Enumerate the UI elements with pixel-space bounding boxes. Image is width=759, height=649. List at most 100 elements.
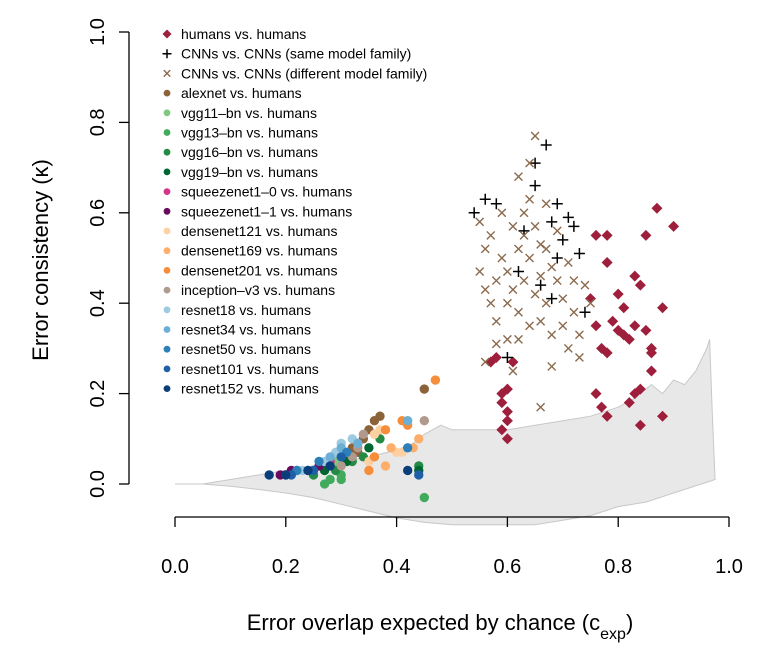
data-point-plus [535, 279, 547, 291]
data-point-diamond [645, 347, 657, 359]
data-point-circle [336, 452, 346, 462]
legend-label: inception–v3 vs. humans [181, 282, 335, 298]
legend-label: resnet50 vs. humans [181, 341, 311, 357]
legend-label: resnet101 vs. humans [181, 361, 319, 377]
data-point-cross [491, 339, 501, 349]
data-point-cross [508, 285, 518, 295]
data-point-cross [480, 244, 490, 254]
data-point-circle [430, 375, 441, 385]
legend-label: CNNs vs. CNNs (different model family) [181, 65, 427, 81]
x-tick-label: 1.0 [715, 556, 743, 578]
data-point-diamond [607, 315, 619, 327]
data-point-cross [563, 343, 573, 353]
legend-label: densenet201 vs. humans [181, 262, 337, 278]
data-point-cross [508, 221, 518, 231]
data-point-plus [546, 293, 558, 305]
data-point-cross [497, 208, 507, 218]
data-point-cross [508, 366, 518, 376]
data-point-cross [525, 253, 535, 263]
data-point-circle [264, 470, 274, 480]
data-point-cross [547, 362, 557, 371]
data-point-circle [336, 474, 346, 485]
data-point-diamond [634, 279, 646, 291]
data-point-diamond [501, 406, 513, 418]
data-point-plus [479, 193, 491, 205]
data-point-cross [574, 352, 584, 362]
data-point-cross [530, 289, 540, 299]
data-point-cross [586, 298, 595, 308]
data-point-plus [579, 306, 591, 318]
legend-marker [163, 207, 171, 215]
data-point-cross [486, 298, 496, 308]
legend-marker [163, 345, 171, 353]
legend-marker [163, 247, 171, 255]
data-point-diamond [496, 424, 508, 436]
data-point-cross [486, 230, 496, 240]
data-point-plus [551, 252, 563, 264]
data-point-diamond [634, 419, 646, 431]
legend-label: squeezenet1–1 vs. humans [181, 203, 352, 219]
legend-marker [162, 29, 172, 39]
data-point-plus [546, 216, 558, 228]
legend-label: resnet152 vs. humans [181, 381, 319, 397]
data-point-cross [519, 276, 529, 286]
x-tick-label: 0.6 [493, 556, 521, 578]
data-point-diamond [640, 229, 652, 241]
legend-marker [163, 227, 171, 235]
data-point-circle [419, 416, 429, 426]
legend-marker [163, 168, 171, 176]
x-tick-label: 0.2 [272, 556, 300, 578]
data-point-circle [403, 465, 413, 476]
data-point-circle [364, 465, 374, 476]
data-point-plus [551, 198, 563, 210]
data-point-cross [547, 330, 557, 340]
legend-marker [163, 129, 171, 136]
legend-label: CNNs vs. CNNs (same model family) [181, 46, 411, 62]
data-point-diamond [645, 365, 657, 377]
data-point-diamond [501, 433, 513, 445]
data-point-cross [541, 298, 551, 308]
legend-label: vgg19–bn vs. humans [181, 164, 318, 180]
data-point-cross [530, 221, 540, 231]
data-point-diamond [501, 383, 513, 395]
legend-label: vgg13–bn vs. humans [181, 125, 318, 141]
data-point-diamond [651, 202, 663, 214]
legend-marker [163, 385, 171, 392]
data-point-circle [281, 470, 291, 480]
data-point-circle [403, 443, 413, 453]
data-point-cross [475, 267, 485, 277]
data-point-circle [369, 452, 380, 462]
data-point-cross [502, 298, 512, 308]
data-point-circle [375, 411, 385, 421]
data-point-cross [569, 276, 579, 286]
data-point-circle [325, 452, 335, 462]
data-point-diamond [634, 383, 646, 395]
y-tick-label: 0.4 [87, 289, 109, 317]
data-point-cross [525, 158, 535, 168]
data-point-cross [552, 276, 562, 286]
data-point-cross [497, 253, 507, 263]
data-point-circle [314, 456, 324, 467]
data-point-plus [501, 351, 513, 363]
data-point-diamond [496, 397, 508, 409]
legend-label: alexnet vs. humans [181, 85, 302, 101]
legend-marker [163, 109, 171, 117]
data-point-diamond [601, 347, 613, 359]
data-point-plus [540, 139, 552, 151]
legend-marker [163, 365, 171, 373]
legend-marker [163, 326, 171, 333]
data-point-cross [480, 285, 490, 295]
data-point-plus [557, 234, 569, 246]
data-point-diamond [657, 302, 669, 314]
data-point-cross [475, 217, 485, 227]
data-point-circle [386, 443, 396, 453]
data-point-circle [358, 429, 369, 439]
data-point-cross [519, 230, 529, 240]
data-point-diamond [629, 270, 641, 282]
data-point-cross [580, 280, 590, 290]
x-tick-label: 0.8 [604, 556, 632, 578]
data-point-plus [568, 220, 580, 232]
data-point-cross [569, 307, 579, 317]
data-point-cross [514, 244, 523, 254]
data-point-cross [514, 307, 523, 317]
